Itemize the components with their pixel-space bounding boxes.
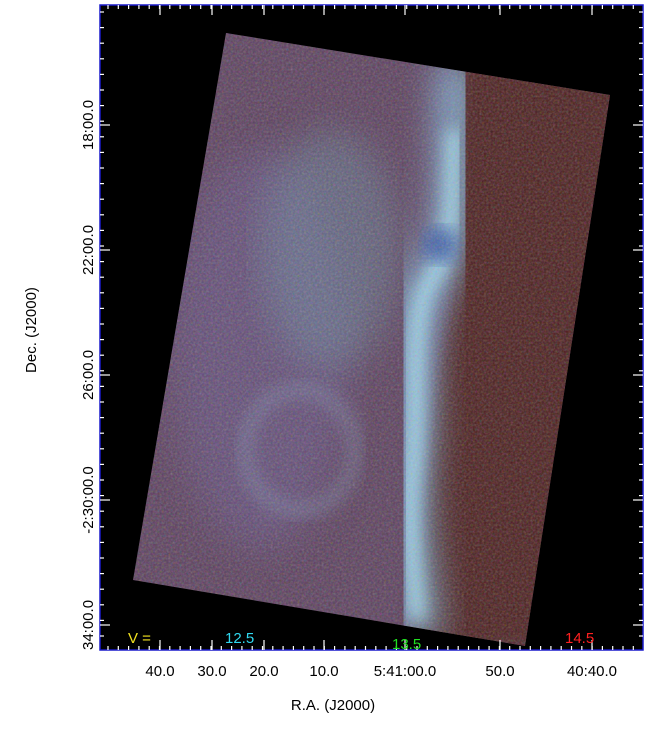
x-tick-labels: 40.0 30.0 20.0 10.0 5:41:00.0 50.0 40:40… [145, 663, 617, 680]
x-axis-label: R.A. (J2000) [291, 697, 375, 714]
y-tick-label: -2:30:00.0 [80, 466, 97, 534]
legend-entry: 12.5 [225, 630, 254, 647]
x-tick-label: 40:40.0 [567, 663, 617, 680]
y-tick-labels: 18:00.0 22:00.0 26:00.0 -2:30:00.0 34:00… [80, 100, 97, 650]
legend-label: V = [128, 630, 151, 647]
x-tick-label: 40.0 [145, 663, 174, 680]
x-tick-label: 5:41:00.0 [374, 663, 437, 680]
y-tick-label: 26:00.0 [80, 350, 97, 400]
figure: 40.0 30.0 20.0 10.0 5:41:00.0 50.0 40:40… [0, 0, 665, 751]
y-tick-label: 22:00.0 [80, 225, 97, 275]
legend-entry: 13.5 [392, 636, 421, 653]
y-axis-label: Dec. (J2000) [23, 287, 40, 373]
x-tick-label: 20.0 [249, 663, 278, 680]
x-tick-label: 50.0 [485, 663, 514, 680]
y-tick-label: 34:00.0 [80, 600, 97, 650]
y-tick-label: 18:00.0 [80, 100, 97, 150]
x-tick-label: 30.0 [197, 663, 226, 680]
x-tick-label: 10.0 [309, 663, 338, 680]
legend-entry: 14.5 [565, 630, 594, 647]
